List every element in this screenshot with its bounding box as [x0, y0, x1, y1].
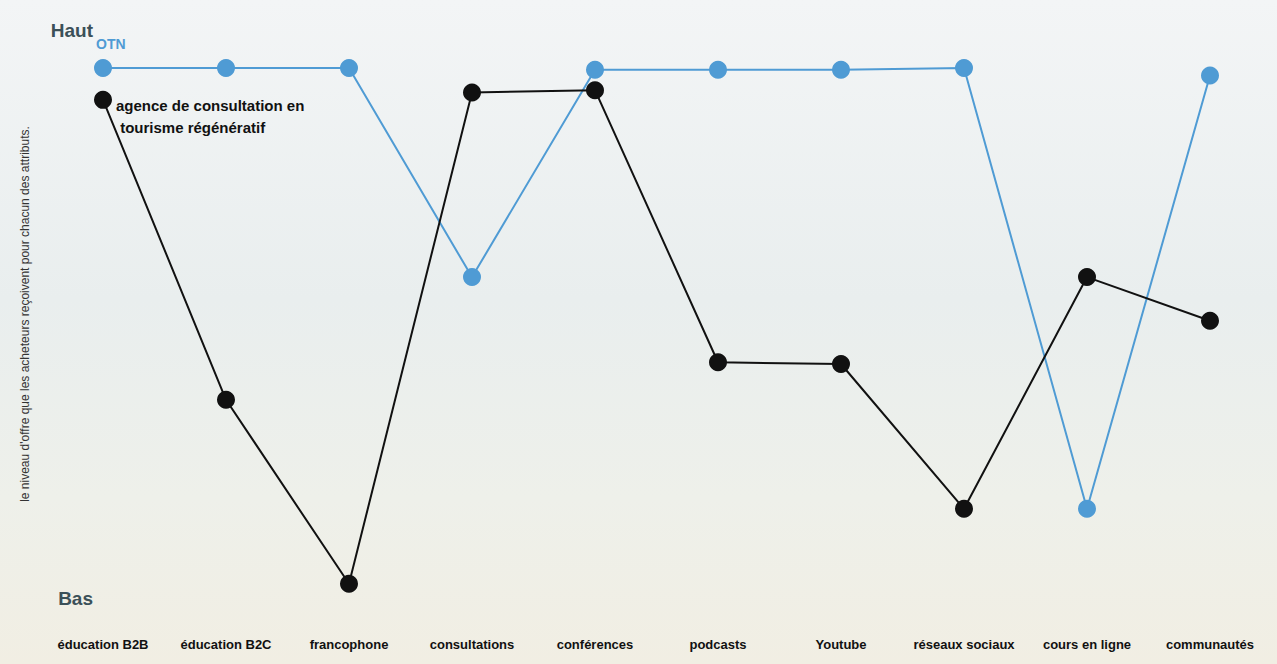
svg-text:OTN: OTN — [96, 36, 126, 52]
svg-text:le niveau d'offre que les ache: le niveau d'offre que les acheteurs reço… — [18, 126, 32, 502]
svg-text:éducation B2C: éducation B2C — [180, 637, 272, 652]
svg-text:Bas: Bas — [58, 588, 93, 609]
svg-text:communautés: communautés — [1166, 637, 1254, 652]
svg-text:réseaux sociaux: réseaux sociaux — [913, 637, 1015, 652]
svg-text:tourisme régénératif: tourisme régénératif — [116, 119, 266, 136]
svg-text:cours en ligne: cours en ligne — [1043, 637, 1131, 652]
svg-text:Haut: Haut — [51, 20, 94, 41]
svg-text:agence de consultation en: agence de consultation en — [116, 97, 304, 114]
svg-text:podcasts: podcasts — [689, 637, 746, 652]
svg-text:Youtube: Youtube — [815, 637, 866, 652]
svg-text:francophone: francophone — [310, 637, 389, 652]
svg-text:éducation B2B: éducation B2B — [57, 637, 148, 652]
svg-text:conférences: conférences — [557, 637, 634, 652]
svg-text:consultations: consultations — [430, 637, 515, 652]
